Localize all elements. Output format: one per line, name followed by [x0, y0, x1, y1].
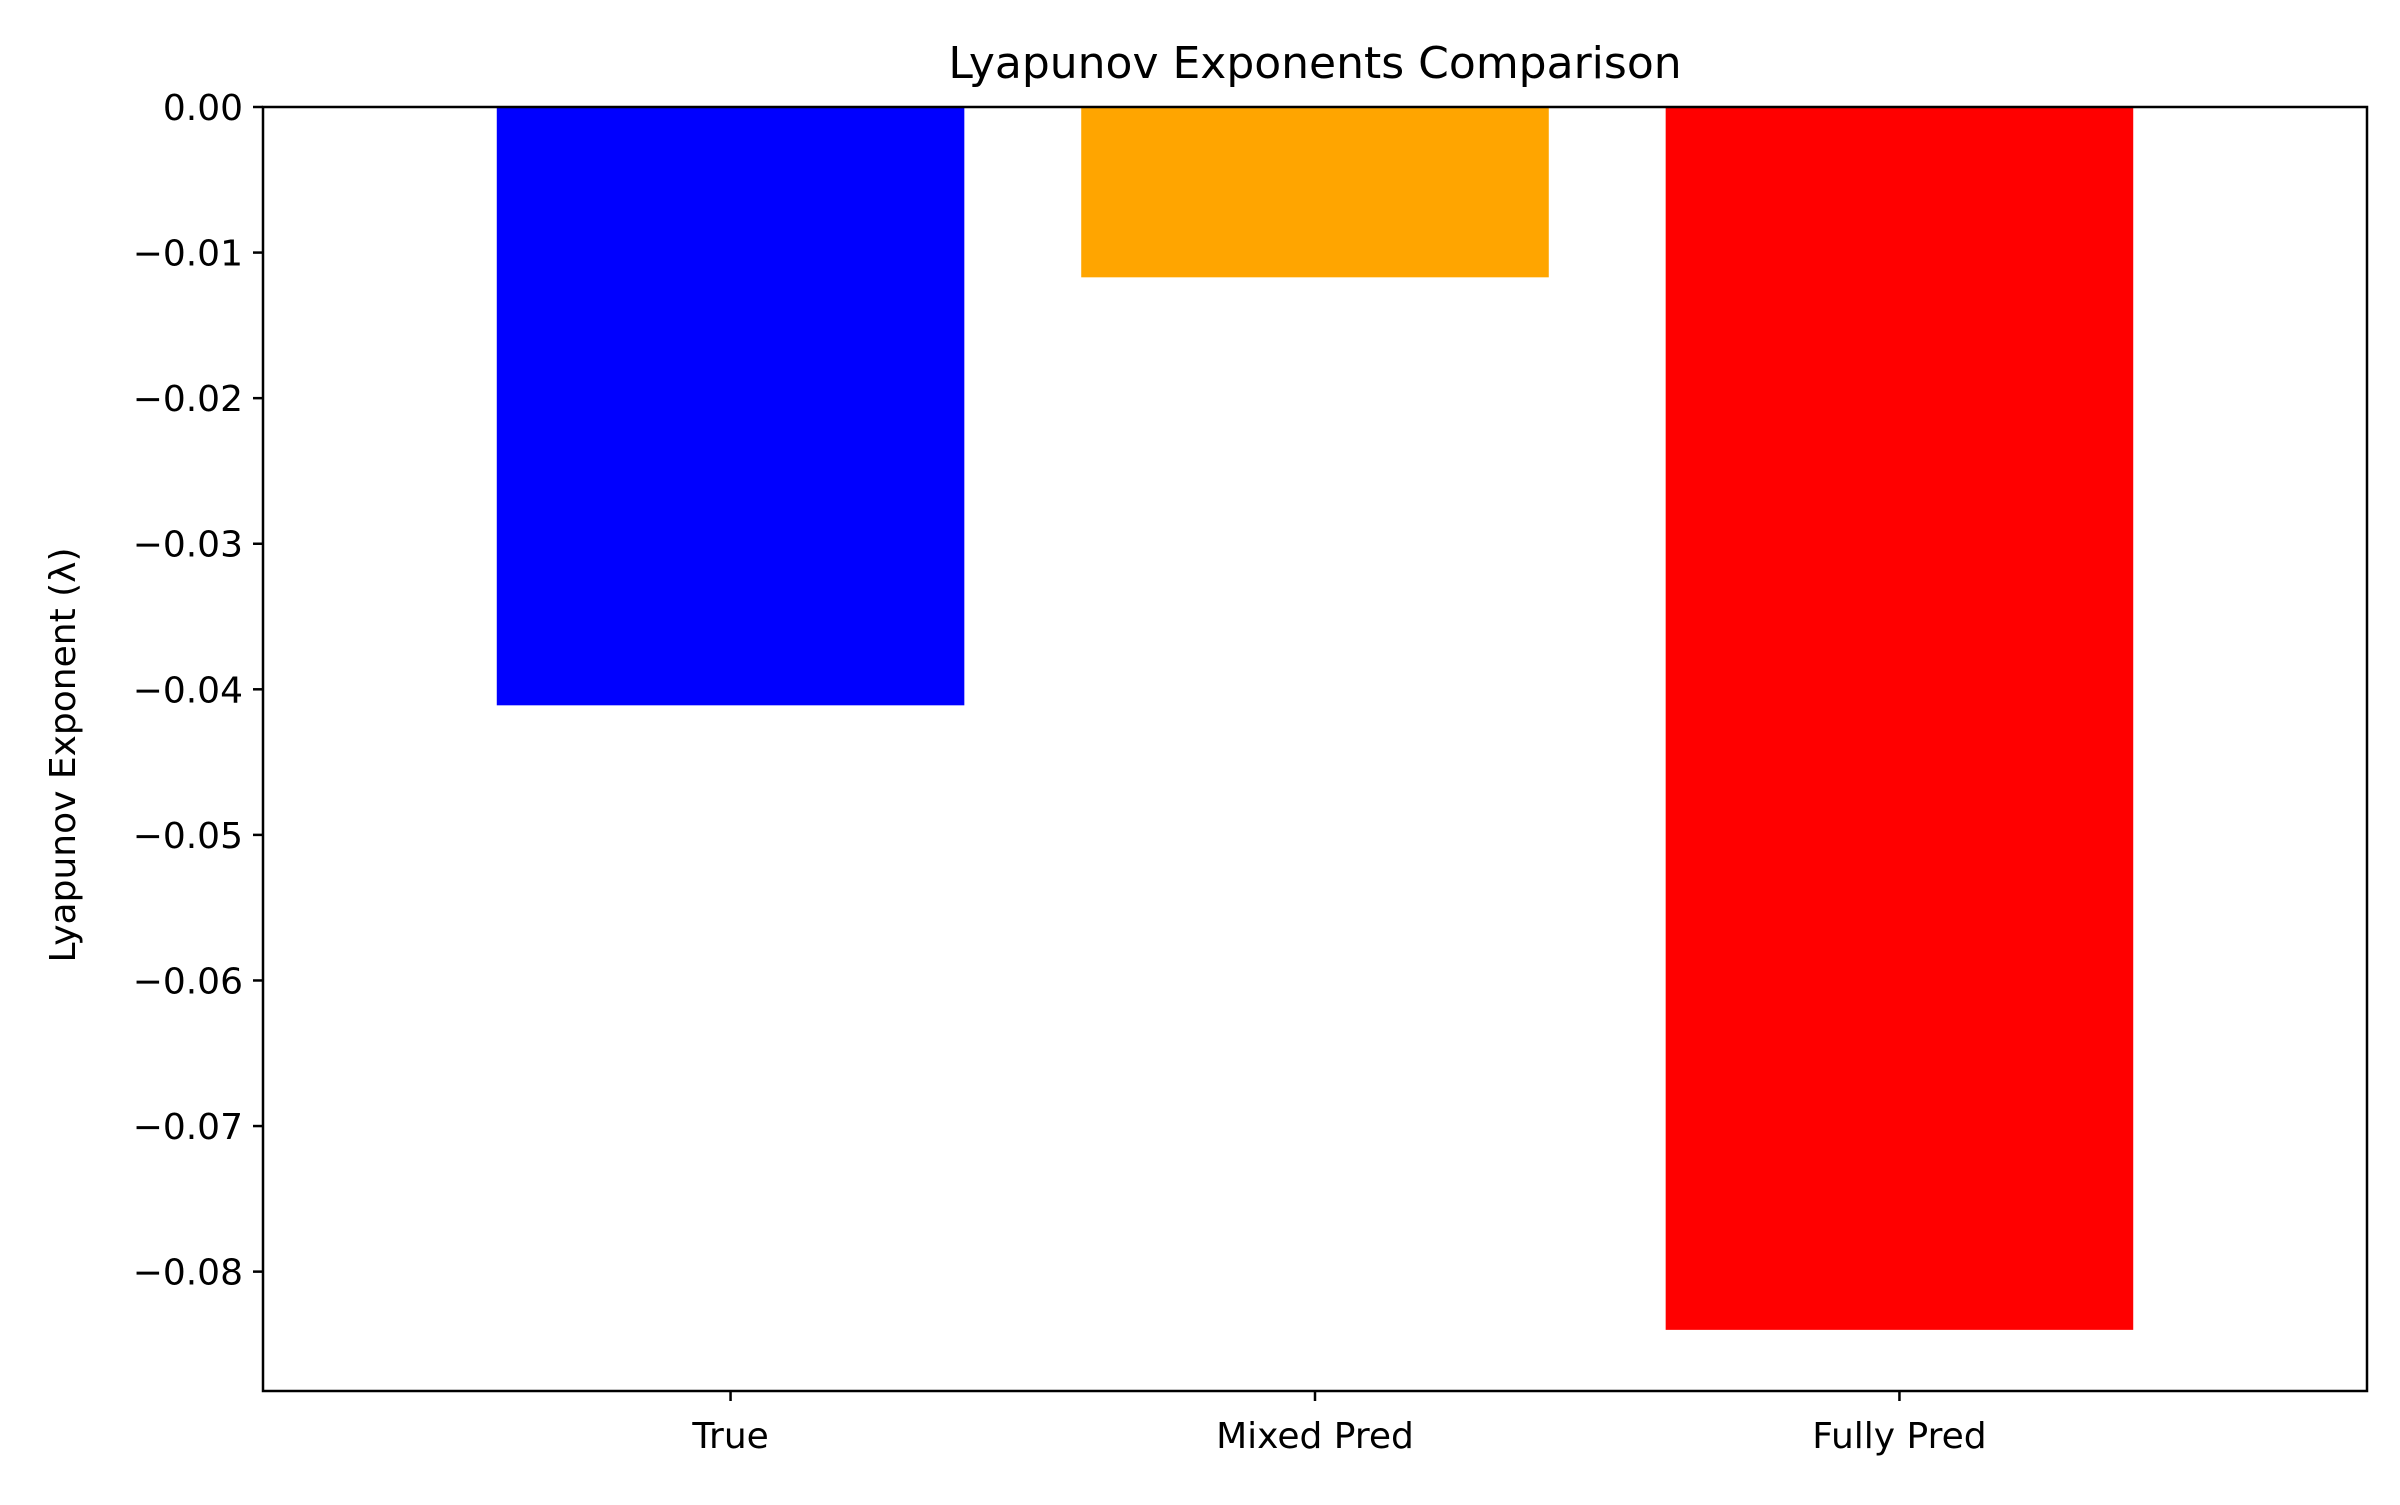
y-tick-label: −0.05 [133, 816, 243, 857]
bar-true [496, 107, 965, 706]
y-tick-label: −0.08 [133, 1253, 243, 1294]
bar-mixed-pred [1081, 107, 1549, 278]
bar-fully-pred [1665, 107, 2134, 1330]
y-tick-label: −0.04 [133, 670, 243, 711]
bars-group [496, 107, 2134, 1330]
x-tick-label: Mixed Pred [1216, 1416, 1414, 1457]
y-axis-ticks: 0.00 −0.01 −0.02 −0.03 −0.04 −0.05 −0.06 −0.07 −… [133, 88, 263, 1294]
y-tick-label: −0.06 [133, 961, 243, 1002]
y-tick-label: −0.02 [133, 379, 243, 420]
x-axis-ticks: True Mixed Pred Fully Pred [691, 1391, 1987, 1457]
x-tick-label: Fully Pred [1812, 1416, 1986, 1457]
y-tick-label: 0.00 [163, 88, 243, 129]
y-tick-label: −0.07 [133, 1107, 243, 1148]
plot-frame [261, 105, 2369, 1393]
x-tick-label: True [691, 1416, 768, 1457]
chart-title: Lyapunov Exponents Comparison [948, 38, 1681, 89]
y-axis-title: Lyapunov Exponent (λ) [43, 547, 84, 962]
y-tick-label: −0.01 [133, 234, 243, 275]
y-tick-label: −0.03 [133, 525, 243, 566]
